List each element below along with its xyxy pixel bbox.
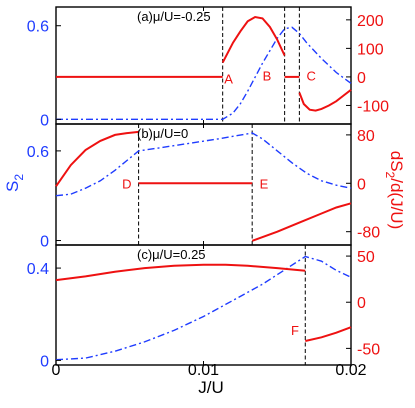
panel-label: (c)μ/U=0.25 (137, 247, 206, 262)
panel-label: (a)μ/U=-0.25 (137, 9, 211, 24)
right-tick-label: -50 (357, 341, 380, 358)
point-letter: E (260, 176, 269, 191)
left-tick-label: 0.4 (27, 261, 49, 278)
left-tick-label: 0 (40, 234, 49, 251)
left-tick-label: 0.6 (27, 144, 49, 161)
point-letter: F (291, 323, 299, 338)
right-tick-label: 80 (357, 128, 375, 145)
right-tick-label: -80 (357, 225, 380, 242)
left-axis-label: S2 (3, 174, 26, 192)
x-tick-label: 0 (52, 362, 61, 379)
derivative-segment (55, 130, 139, 187)
panel-a: 0 0.6 200 100 0 -100 (a)μ/U=-0.25 A B C (27, 6, 389, 129)
panel-label: (b)μ/U=0 (137, 126, 188, 141)
derivative-segment (298, 89, 352, 112)
point-letter: A (224, 71, 233, 86)
left-tick-label: 0 (40, 353, 49, 370)
derivative-segment (55, 263, 306, 282)
right-tick-label: 0 (357, 295, 366, 312)
x-tick-label: 0.01 (188, 362, 219, 379)
derivative-segment (221, 15, 286, 64)
point-letter: D (122, 176, 131, 191)
right-axis-label: dS2/d(J/U) (383, 151, 406, 229)
s2-curve (56, 26, 352, 121)
left-tick-label: 0.6 (27, 19, 49, 36)
panel-c: 0 0.4 50 0 -50 (c)μ/U=0.25 F (27, 244, 380, 370)
derivative-segment (251, 202, 352, 242)
plot-frame (55, 244, 352, 366)
right-tick-label: 100 (357, 41, 384, 58)
right-tick-label: 50 (357, 249, 375, 266)
derivative-segment (305, 326, 352, 342)
x-axis: 0 0.01 0.02 (52, 362, 367, 379)
point-letter: C (306, 68, 315, 83)
right-tick-label: 0 (357, 176, 366, 193)
right-tick-label: -100 (357, 98, 389, 115)
left-tick-label: 0 (40, 112, 49, 129)
plot-frame (55, 123, 352, 246)
s2-curve (55, 132, 352, 197)
right-tick-label: 200 (357, 13, 384, 30)
x-axis-label: J/U (198, 378, 224, 397)
right-tick-label: 0 (357, 70, 366, 87)
panel-b: 0 0.6 80 0 -80 (b)μ/U=0 D E (27, 123, 380, 251)
s2-curve (55, 255, 352, 361)
point-letter: B (263, 68, 272, 83)
x-tick-label: 0.02 (335, 362, 366, 379)
